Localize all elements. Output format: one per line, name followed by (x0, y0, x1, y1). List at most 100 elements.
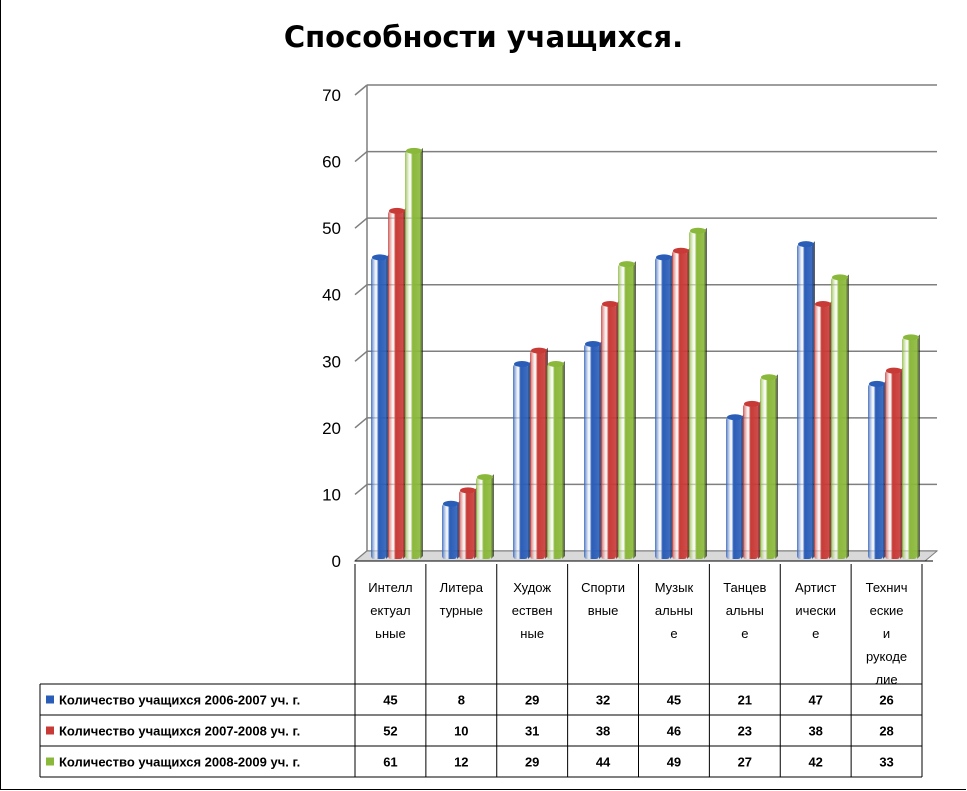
data-label: 26 (879, 693, 893, 708)
bar (868, 383, 883, 559)
data-label: 45 (383, 693, 397, 708)
bar-side (420, 147, 423, 559)
bar (831, 277, 846, 559)
legend-swatch (46, 726, 54, 735)
category-label: лие (876, 672, 898, 687)
legend-swatch (46, 695, 54, 704)
legend-label: Количество учащихся 2006-2007 уч. г. (59, 693, 300, 708)
bar-top (531, 347, 547, 354)
bar-side (491, 474, 494, 559)
bar-top (869, 380, 885, 387)
data-label: 23 (738, 724, 752, 739)
data-label: 45 (667, 693, 681, 708)
data-label: 29 (525, 693, 539, 708)
bar (442, 503, 457, 559)
bar (618, 264, 633, 559)
category-label: Спорти (581, 580, 625, 595)
category-label: е (741, 626, 748, 641)
bar-top (832, 274, 848, 281)
grid-diagonal (354, 284, 368, 296)
bar (584, 343, 599, 559)
y-tick-label: 10 (322, 485, 341, 504)
category-label: турные (440, 603, 483, 618)
bar-side (846, 274, 849, 559)
y-tick-label: 70 (322, 86, 341, 105)
data-label: 47 (808, 693, 822, 708)
bar-top (477, 474, 493, 481)
bar-top (372, 254, 388, 261)
bar-top (585, 340, 601, 347)
category-label: Технич (866, 580, 908, 595)
data-label: 61 (383, 755, 397, 770)
bar (885, 370, 900, 559)
bar-side (704, 227, 707, 560)
data-label: 32 (596, 693, 610, 708)
y-tick-label: 40 (322, 286, 341, 305)
grid-diagonal (354, 350, 368, 362)
data-label: 10 (454, 724, 468, 739)
bar-top (815, 301, 831, 308)
bar (405, 150, 420, 559)
bar-top (798, 241, 814, 248)
y-tick-label: 20 (322, 419, 341, 438)
y-tick-label: 60 (322, 153, 341, 172)
bar (655, 257, 670, 559)
data-label: 29 (525, 755, 539, 770)
category-label: вные (588, 603, 619, 618)
bar (689, 230, 704, 560)
legend-swatch (46, 757, 54, 766)
bar (513, 363, 528, 559)
bar (814, 304, 829, 559)
category-label: е (812, 626, 819, 641)
y-tick-label: 0 (332, 552, 341, 571)
category-label: альны (655, 603, 693, 618)
bar (672, 250, 687, 559)
legend-label: Количество учащихся 2007-2008 уч. г. (59, 724, 300, 739)
category-label: Интелл (368, 580, 412, 595)
data-label: 12 (454, 755, 468, 770)
bar (371, 257, 386, 559)
bar-top (744, 400, 760, 407)
bar-top (727, 414, 743, 421)
y-tick-label: 30 (322, 352, 341, 371)
category-label: Артист (795, 580, 836, 595)
legend-label: Количество учащихся 2008-2009 уч. г. (59, 755, 300, 770)
category-label: ные (520, 626, 544, 641)
category-label: Литера (440, 580, 484, 595)
bar-side (562, 360, 565, 559)
data-label: 28 (879, 724, 893, 739)
bar (760, 377, 775, 559)
bar (476, 477, 491, 559)
category-label: Танцев (723, 580, 766, 595)
grid-diagonal (354, 150, 368, 163)
bar-top (673, 247, 689, 254)
data-label: 27 (738, 755, 752, 770)
bar-side (917, 334, 920, 559)
bar-top (690, 227, 706, 234)
grid-diagonal (354, 483, 368, 496)
bar-top (406, 147, 422, 154)
bar-top (460, 487, 476, 494)
data-label: 31 (525, 724, 539, 739)
grid-diagonal (354, 217, 368, 229)
data-label: 42 (808, 755, 822, 770)
bar-top (886, 367, 902, 374)
category-label: ествен (512, 603, 553, 618)
category-label: ически (795, 603, 836, 618)
bar-top (619, 261, 635, 268)
bar-top (761, 374, 777, 381)
data-label: 38 (808, 724, 822, 739)
bar (388, 210, 403, 560)
bar-side (775, 374, 778, 559)
bar-top (903, 334, 919, 341)
data-label: 52 (383, 724, 397, 739)
data-label: 8 (458, 693, 465, 708)
chart-title: Способности учащихся. (283, 20, 684, 54)
bar-top (548, 360, 564, 367)
category-label: альны (726, 603, 764, 618)
category-label: Музык (655, 580, 694, 595)
category-label: е (670, 626, 677, 641)
category-label: еские (870, 603, 904, 618)
